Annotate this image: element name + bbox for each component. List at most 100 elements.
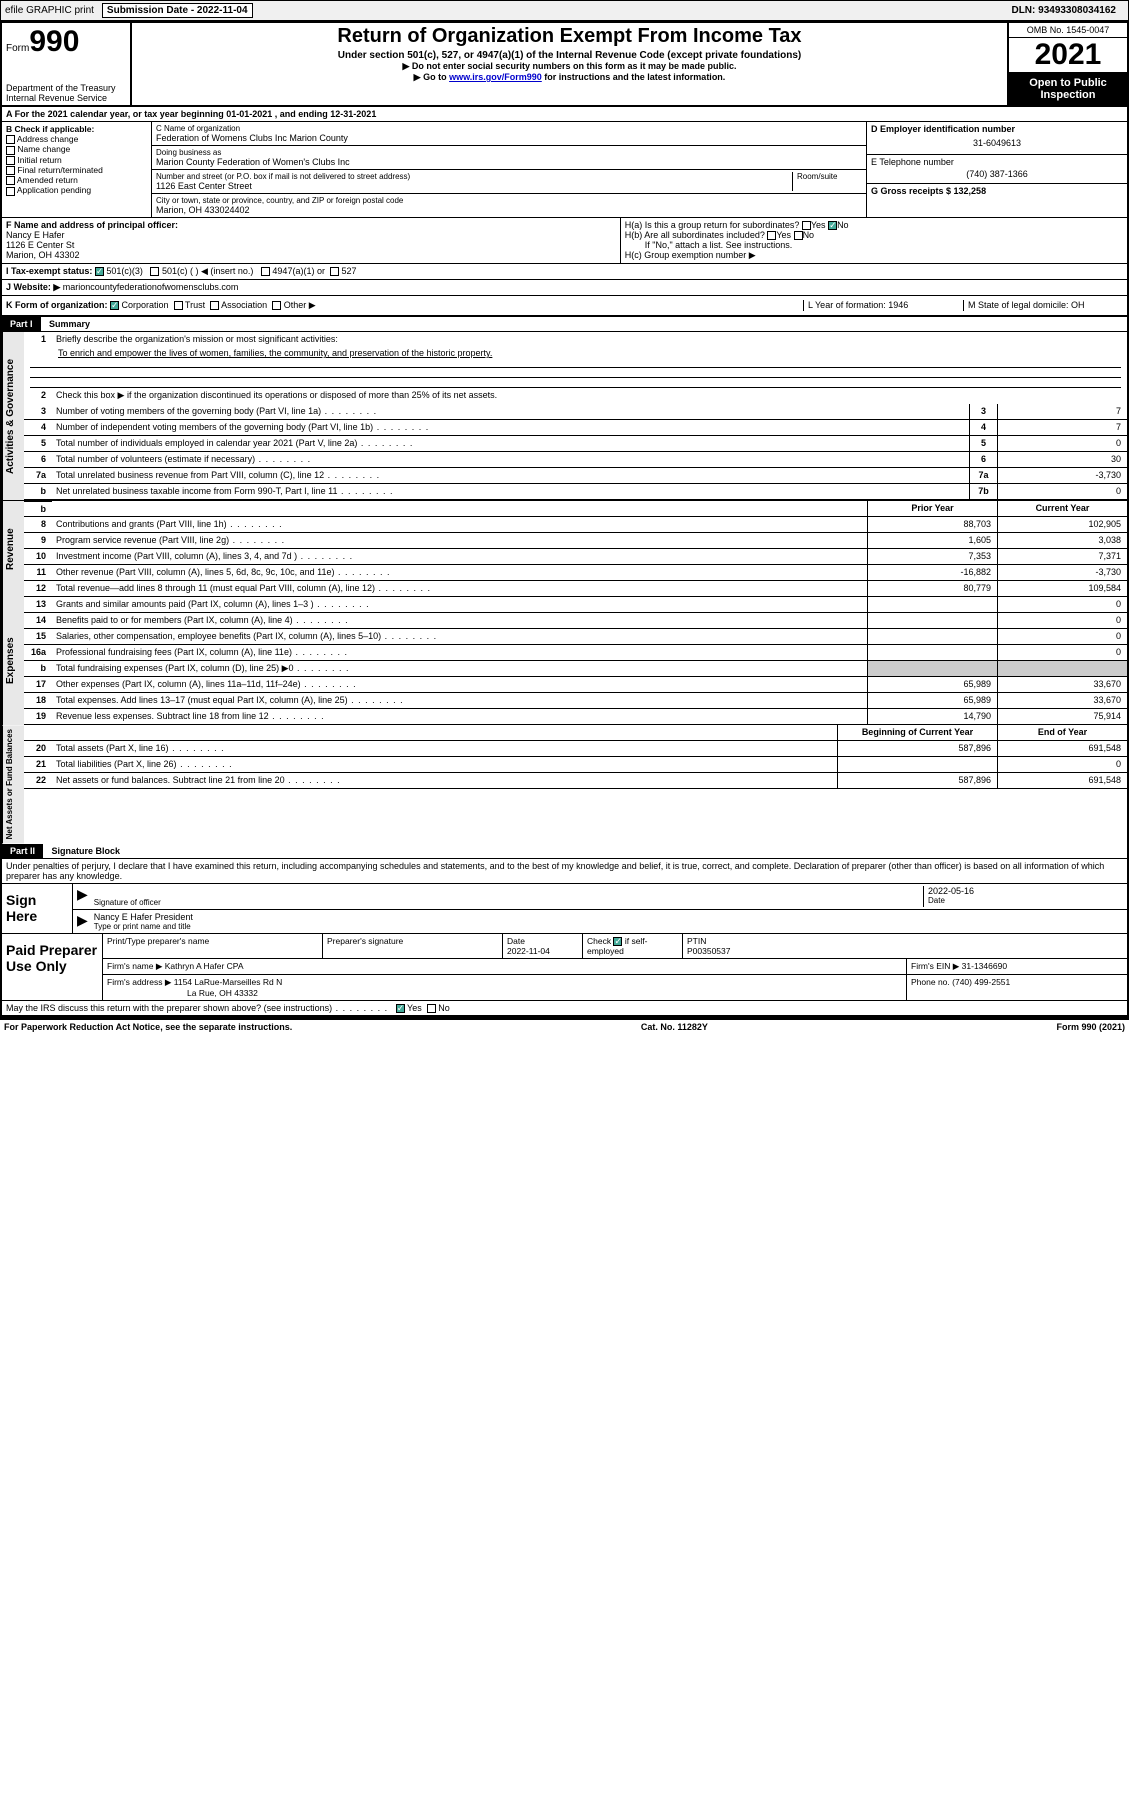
ein: 31-6049613 <box>871 134 1123 152</box>
checkbox[interactable] <box>6 176 15 185</box>
officer-name: Nancy E Hafer <box>6 230 616 240</box>
paid-prep-label: Paid Preparer Use Only <box>2 934 102 1000</box>
paperwork-notice: For Paperwork Reduction Act Notice, see … <box>4 1022 292 1032</box>
firm-addr: 1154 LaRue-Marseilles Rd N <box>174 977 283 987</box>
ha-no-checkbox[interactable] <box>828 221 837 230</box>
sign-here-row: Sign Here ▶ Signature of officer 2022-05… <box>2 884 1127 934</box>
arrow-icon: ▶ <box>77 886 88 907</box>
header-left: Form990 Department of the Treasury Inter… <box>2 23 132 105</box>
data-row: 15Salaries, other compensation, employee… <box>24 629 1127 645</box>
b-checkbox-item: Application pending <box>6 185 147 195</box>
side-exp: Expenses <box>2 597 24 725</box>
line-a: A For the 2021 calendar year, or tax yea… <box>2 107 1127 122</box>
l2-desc: Check this box ▶ if the organization dis… <box>52 388 1127 404</box>
ha-no: No <box>837 220 849 230</box>
ptin-val: P00350537 <box>687 946 731 956</box>
gov-row: bNet unrelated business taxable income f… <box>24 484 1127 500</box>
may-yes: Yes <box>407 1003 422 1013</box>
checkbox[interactable] <box>6 166 15 175</box>
side-na: Net Assets or Fund Balances <box>2 725 24 843</box>
l-year: L Year of formation: 1946 <box>803 300 963 311</box>
self-emp-label: Check <box>587 936 613 946</box>
k-corp-checkbox[interactable] <box>110 301 119 310</box>
dba-label: Doing business as <box>156 148 862 157</box>
checkbox[interactable] <box>6 156 15 165</box>
form-990: Form990 Department of the Treasury Inter… <box>0 21 1129 1019</box>
l2-txt: Check this box ▶ if the organization dis… <box>56 390 497 400</box>
k-other-checkbox[interactable] <box>272 301 281 310</box>
b-checkbox-item: Initial return <box>6 155 147 165</box>
gov-row: 5Total number of individuals employed in… <box>24 436 1127 452</box>
501c3-checkbox[interactable] <box>95 267 104 276</box>
l1-desc: Briefly describe the organization's miss… <box>52 332 1127 348</box>
i-label: I Tax-exempt status: <box>6 266 92 276</box>
city-label: City or town, state or province, country… <box>156 196 862 205</box>
prior-hdr: Prior Year <box>867 501 997 516</box>
city: Marion, OH 433024402 <box>156 205 862 215</box>
form-subtitle: Under section 501(c), 527, or 4947(a)(1)… <box>138 50 1001 61</box>
firm-ein-label: Firm's EIN ▶ <box>911 961 959 971</box>
data-row: 13Grants and similar amounts paid (Part … <box>24 597 1127 613</box>
data-row: 8Contributions and grants (Part VIII, li… <box>24 517 1127 533</box>
checkbox[interactable] <box>6 187 15 196</box>
firm-addr-label: Firm's address ▶ <box>107 977 171 987</box>
c-street-row: Number and street (or P.O. box if mail i… <box>152 170 866 194</box>
data-row: 21Total liabilities (Part X, line 26)0 <box>24 757 1127 773</box>
e-label: E Telephone number <box>871 157 1123 167</box>
checkbox[interactable] <box>6 146 15 155</box>
phone: (740) 387-1366 <box>871 167 1123 181</box>
501c-checkbox[interactable] <box>150 267 159 276</box>
self-emp-checkbox[interactable] <box>613 937 622 946</box>
tax-year: 2021 <box>1009 38 1127 73</box>
sig-date-label: Date <box>928 896 1123 905</box>
officer-addr2: Marion, OH 43302 <box>6 250 616 260</box>
side-rev: Revenue <box>2 501 24 597</box>
omb-number: OMB No. 1545-0047 <box>1009 23 1127 38</box>
may-irs-label: May the IRS discuss this return with the… <box>6 1003 332 1013</box>
prep-hdr-row: Print/Type preparer's name Preparer's si… <box>103 934 1127 959</box>
data-row: bTotal fundraising expenses (Part IX, co… <box>24 661 1127 677</box>
netassets-section: Net Assets or Fund Balances Beginning of… <box>2 725 1127 843</box>
g-row: G Gross receipts $ 132,258 <box>867 184 1127 198</box>
data-row: 18Total expenses. Add lines 13–17 (must … <box>24 693 1127 709</box>
4947-checkbox[interactable] <box>261 267 270 276</box>
data-row: 12Total revenue—add lines 8 through 11 (… <box>24 581 1127 597</box>
b-checkbox-item: Address change <box>6 134 147 144</box>
k-assoc-checkbox[interactable] <box>210 301 219 310</box>
fgh-row: F Name and address of principal officer:… <box>2 218 1127 264</box>
revenue-section: Revenue b Prior Year Current Year 8Contr… <box>2 500 1127 597</box>
street: 1126 East Center Street <box>156 181 792 191</box>
hb-no-checkbox[interactable] <box>794 231 803 240</box>
col-de: D Employer identification number 31-6049… <box>867 122 1127 217</box>
ha: H(a) Is this a group return for subordin… <box>625 220 1123 230</box>
note2a: ▶ Go to <box>414 72 449 82</box>
dln: DLN: 93493308034162 <box>1011 5 1116 16</box>
irs-link[interactable]: www.irs.gov/Form990 <box>449 72 542 82</box>
d-row: D Employer identification number 31-6049… <box>867 122 1127 155</box>
part1-hdr: Part I <box>2 317 41 331</box>
col-c: C Name of organization Federation of Wom… <box>152 122 867 217</box>
side-gov: Activities & Governance <box>2 332 24 500</box>
data-row: 16aProfessional fundraising fees (Part I… <box>24 645 1127 661</box>
firm-name-label: Firm's name ▶ <box>107 961 162 971</box>
may-yes-checkbox[interactable] <box>396 1004 405 1013</box>
curr-hdr: Current Year <box>997 501 1127 516</box>
527-checkbox[interactable] <box>330 267 339 276</box>
k-other: Other ▶ <box>284 300 316 310</box>
hb: H(b) Are all subordinates included? Yes … <box>625 230 1123 240</box>
dept-treasury: Department of the Treasury Internal Reve… <box>6 83 126 103</box>
h-block: H(a) Is this a group return for subordin… <box>621 218 1127 263</box>
k-trust-checkbox[interactable] <box>174 301 183 310</box>
k-assoc: Association <box>221 300 267 310</box>
mission-line <box>30 378 1121 388</box>
governance-section: Activities & Governance 1Briefly describ… <box>2 332 1127 500</box>
c-name-label: C Name of organization <box>156 124 862 133</box>
ha-yes: Yes <box>811 220 826 230</box>
checkbox[interactable] <box>6 135 15 144</box>
sign-here: Sign Here <box>2 884 72 933</box>
col-b: B Check if applicable: Address change Na… <box>2 122 152 217</box>
hb-yes-checkbox[interactable] <box>767 231 776 240</box>
ha-yes-checkbox[interactable] <box>802 221 811 230</box>
firm-name: Kathryn A Hafer CPA <box>165 961 244 971</box>
may-no-checkbox[interactable] <box>427 1004 436 1013</box>
